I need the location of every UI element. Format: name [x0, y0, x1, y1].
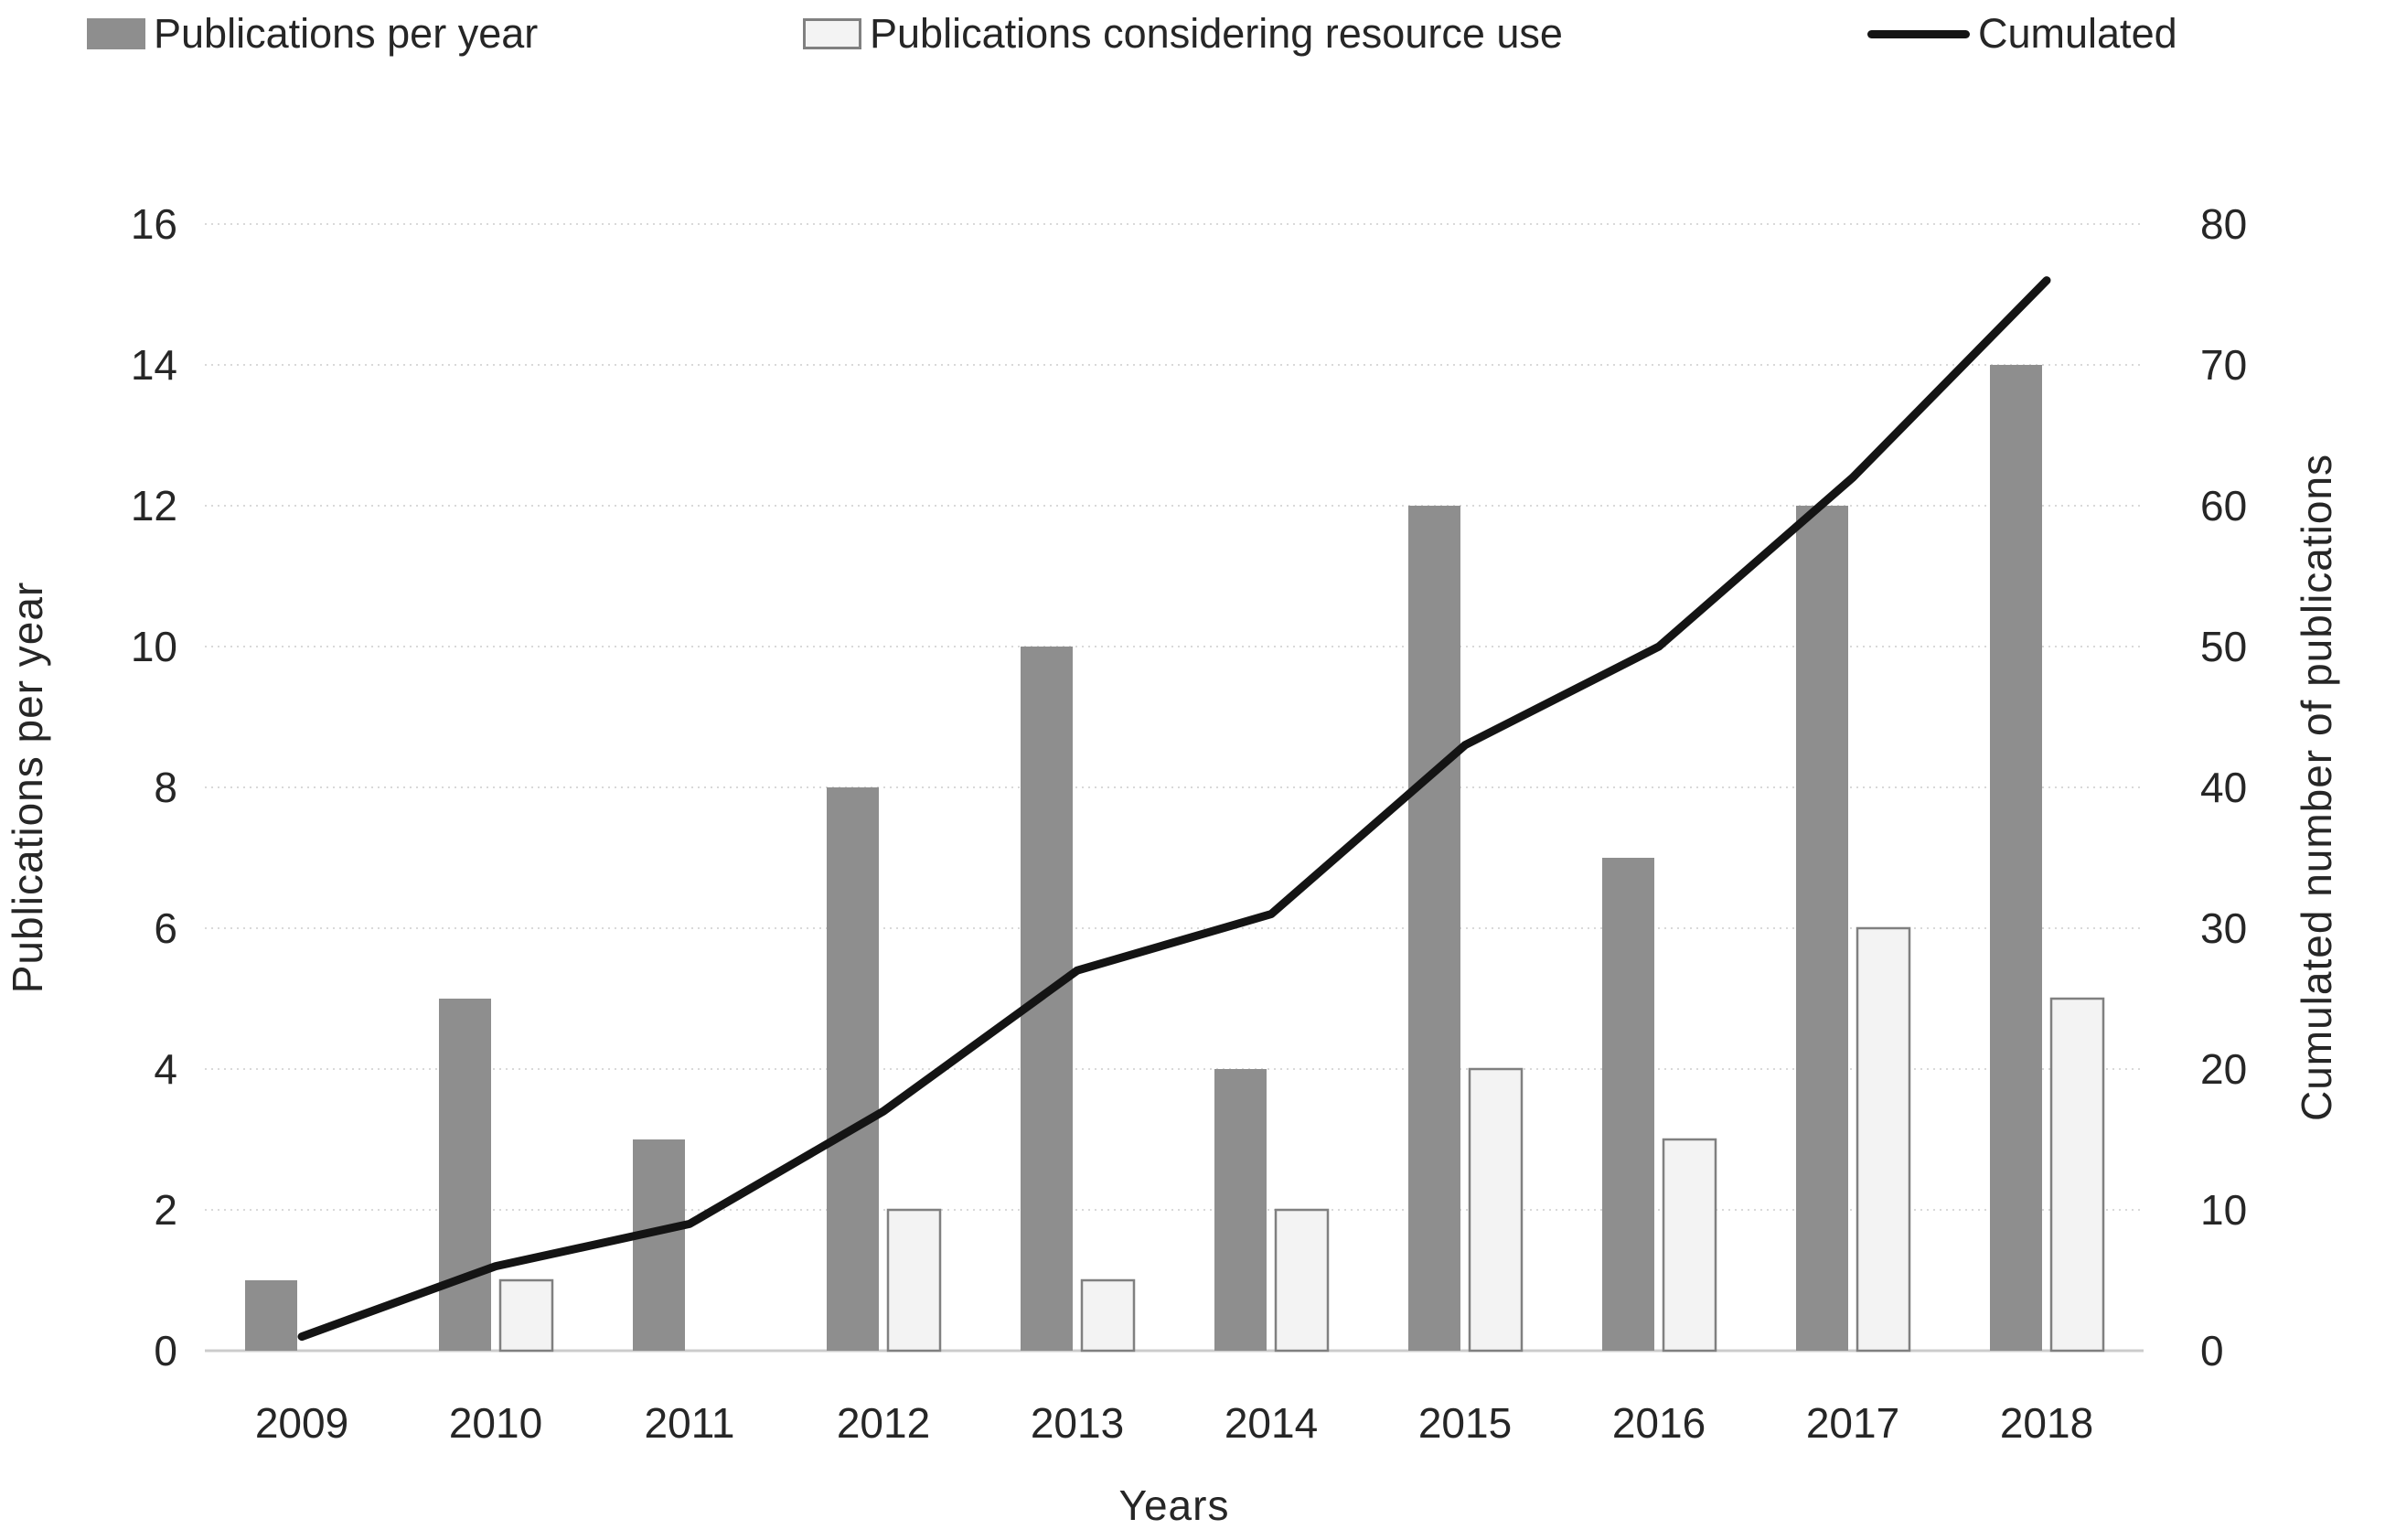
x-axis-tick-2011: 2011: [645, 1399, 735, 1447]
legend-item-publications-per-year: Publications per year: [87, 7, 538, 60]
bar-publications-per-year-2012: [827, 787, 879, 1351]
left-axis-tick: 10: [131, 623, 177, 670]
bar-publications-per-year-2016: [1602, 858, 1654, 1351]
bar-publications-per-year-2009: [245, 1280, 297, 1351]
legend-label-publications-per-year: Publications per year: [154, 10, 539, 57]
bar-publications-per-year-2015: [1408, 506, 1460, 1351]
x-axis-tick-2010: 2010: [449, 1399, 542, 1447]
bar-publications-considering-resource-use-2013: [1080, 1278, 1136, 1353]
bar-publications-considering-resource-use-2017: [1856, 926, 1911, 1353]
bar-publications-per-year-2014: [1214, 1069, 1267, 1351]
bar-publications-per-year-2013: [1021, 647, 1073, 1351]
legend-label-publications-considering-resource-use: Publications considering resource use: [870, 10, 1563, 57]
legend-item-cumulated: Cumulated: [1867, 7, 2177, 60]
x-axis-tick-2014: 2014: [1225, 1399, 1318, 1447]
x-axis-title: Years: [1119, 1481, 1230, 1529]
legend-swatch-cumulated: [1867, 29, 1970, 38]
left-axis-tick: 12: [131, 482, 177, 529]
legend-item-publications-considering-resource-use: Publications considering resource use: [803, 7, 1563, 60]
right-axis-title: Cumulated number of publications: [2293, 454, 2340, 1121]
right-axis-tick: 0: [2200, 1327, 2224, 1374]
left-axis-tick: 4: [154, 1045, 177, 1093]
x-axis-tick-2009: 2009: [255, 1399, 348, 1447]
bar-publications-considering-resource-use-2012: [886, 1208, 942, 1353]
legend-swatch-publications-per-year: [87, 18, 145, 49]
left-axis-tick: 8: [154, 764, 177, 811]
left-axis-tick: 14: [131, 341, 177, 389]
legend-label-cumulated: Cumulated: [1978, 10, 2177, 57]
right-axis-tick: 50: [2200, 623, 2247, 670]
right-axis-tick: 20: [2200, 1045, 2247, 1093]
x-axis-tick-2013: 2013: [1031, 1399, 1124, 1447]
right-axis-tick: 40: [2200, 764, 2247, 811]
left-axis-title: Publications per year: [4, 582, 51, 994]
x-axis-tick-2015: 2015: [1418, 1399, 1512, 1447]
bar-publications-considering-resource-use-2016: [1662, 1138, 1717, 1353]
x-axis-tick-2012: 2012: [837, 1399, 930, 1447]
bar-publications-considering-resource-use-2018: [2049, 997, 2105, 1353]
bar-publications-per-year-2010: [439, 999, 491, 1351]
left-axis-tick: 16: [131, 200, 177, 248]
bar-publications-considering-resource-use-2015: [1468, 1067, 1524, 1353]
bar-publications-per-year-2017: [1796, 506, 1848, 1351]
plot-area: 0 2 4 6 8 10 12 14 16 0 10 20 30 40 50 60 70 80 2009 2010 20…: [131, 200, 2247, 1447]
bar-publications-considering-resource-use-2010: [498, 1278, 554, 1353]
left-axis-tick: 0: [154, 1327, 177, 1374]
right-axis-tick: 30: [2200, 904, 2247, 952]
x-axis-tick-2018: 2018: [2000, 1399, 2093, 1447]
bar-publications-per-year-2018: [1990, 365, 2042, 1351]
right-axis-tick: 10: [2200, 1186, 2247, 1234]
right-axis-tick: 60: [2200, 482, 2247, 529]
x-axis-tick-2017: 2017: [1806, 1399, 1899, 1447]
bar-publications-per-year-2011: [633, 1139, 685, 1351]
right-axis-tick: 80: [2200, 200, 2247, 248]
x-axis-tick-2016: 2016: [1612, 1399, 1706, 1447]
bar-publications-considering-resource-use-2014: [1274, 1208, 1330, 1353]
left-axis-tick: 2: [154, 1186, 177, 1234]
line-cumulated: [297, 276, 2051, 1342]
right-axis-tick: 70: [2200, 341, 2247, 389]
legend-swatch-publications-considering-resource-use: [803, 18, 861, 49]
left-axis-tick: 6: [154, 904, 177, 952]
